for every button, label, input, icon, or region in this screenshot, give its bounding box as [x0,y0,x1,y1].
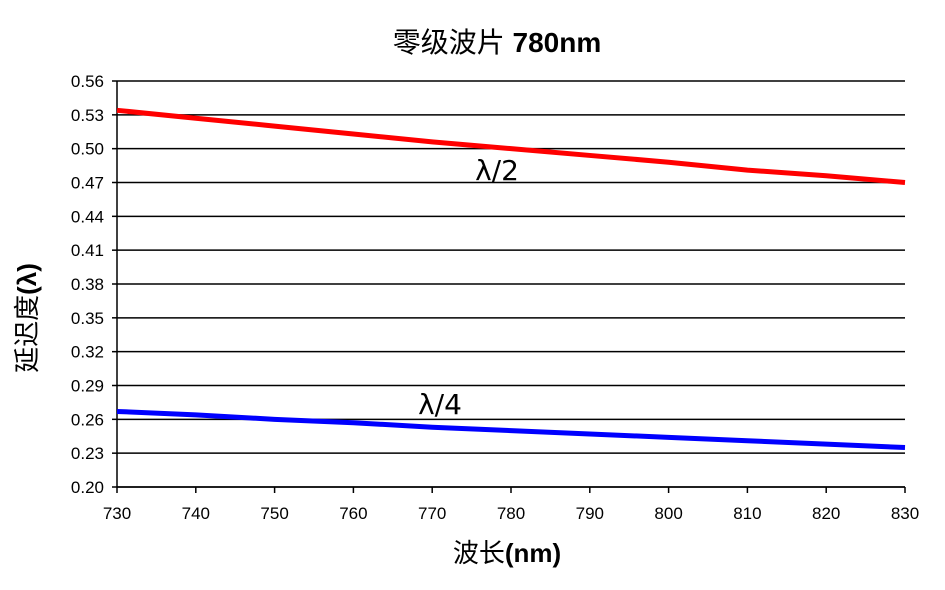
y-tick-label: 0.26 [71,410,104,429]
series-line-quarter-wave [116,408,906,451]
chart-title: 零级波片 780nm [393,26,602,59]
gridlines [117,80,905,488]
y-tick-label: 0.35 [71,309,104,328]
y-tick-labels: 0.20 0.23 0.26 0.29 0.32 0.35 0.38 0.41 0.44 0.47… [71,72,104,497]
x-tick-label: 800 [654,504,682,523]
x-tick-labels: 730 740 750 760 770 780 790 800 810 820 830 [103,504,919,523]
y-tick-label: 0.38 [71,275,104,294]
y-tick-label: 0.23 [71,444,104,463]
y-tick-label: 0.44 [71,207,104,226]
y-tick-label: 0.41 [71,241,104,260]
y-axis-label: 延迟度(λ) [12,263,43,373]
series-lines [116,107,906,451]
y-tick-label: 0.20 [71,478,104,497]
x-tick-label: 730 [103,504,131,523]
x-tick-label: 750 [260,504,288,523]
x-tick-label: 830 [891,504,919,523]
x-tick-label: 790 [576,504,604,523]
x-tick-label: 760 [339,504,367,523]
y-tick-label: 0.47 [71,174,104,193]
y-tick-label: 0.29 [71,377,104,396]
x-tick-label: 820 [812,504,840,523]
y-tick-label: 0.32 [71,343,104,362]
series-line-half-wave [116,107,906,185]
x-tick-label: 810 [733,504,761,523]
axes [112,80,906,493]
y-tick-label: 0.53 [71,106,104,125]
series-label-half-wave: λ/2 [475,154,519,187]
series-label-quarter-wave: λ/4 [418,388,462,421]
x-tick-label: 780 [497,504,525,523]
y-tick-label: 0.50 [71,140,104,159]
x-tick-label: 740 [182,504,210,523]
x-tick-label: 770 [418,504,446,523]
x-axis-label: 波长(nm) [453,538,561,569]
y-tick-label: 0.56 [71,72,104,91]
